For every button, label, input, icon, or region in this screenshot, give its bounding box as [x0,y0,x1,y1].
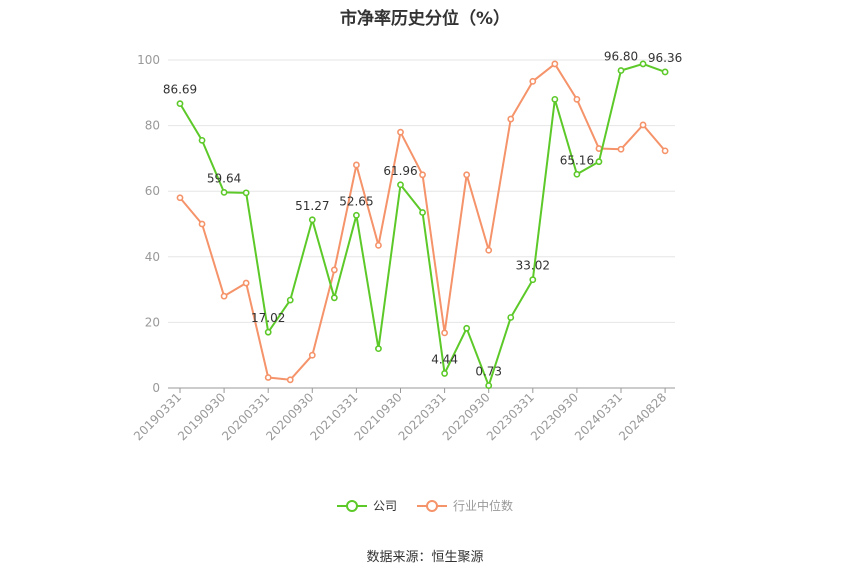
company-data-point[interactable] [220,188,228,196]
company-data-point[interactable] [551,95,559,103]
gridlines [168,59,675,323]
industry-data-point[interactable] [176,194,184,202]
company-data-point[interactable] [507,314,515,321]
industry-data-point[interactable] [485,246,493,254]
y-tick-label: 40 [145,250,160,264]
industry-data-point[interactable] [330,266,338,274]
y-tick-label: 60 [145,184,160,198]
axes: 0204060801002019033120190930202003312020… [131,53,675,443]
y-tick-label: 80 [145,119,160,133]
data-label: 17.02 [251,311,285,325]
company-data-point[interactable] [639,60,647,68]
industry-data-point[interactable] [375,241,382,249]
industry-data-point[interactable] [397,128,404,136]
series-lines [176,60,669,390]
company-line-marker-icon [336,499,367,512]
company-series-line [179,62,666,387]
industry-series-line [179,62,666,381]
company-data-point[interactable] [176,100,184,108]
x-tick-label: 20240828 [616,390,669,443]
company-data-point[interactable] [308,216,316,224]
company-data-point[interactable] [463,324,471,332]
chart-title: 市净率历史分位（%） [339,9,511,29]
industry-data-point[interactable] [661,147,669,155]
data-labels: 86.69 59.64 17.02 51.27 52.65 61.96 4.44 0.73 33… [163,49,682,378]
company-data-point[interactable] [286,296,294,304]
y-tick-label: 20 [145,315,160,329]
industry-data-point[interactable] [352,161,360,169]
company-data-point[interactable] [330,294,338,302]
company-data-point[interactable] [529,276,537,284]
company-data-point[interactable] [375,345,382,353]
company-data-point[interactable] [617,67,625,74]
y-tick-label: 100 [137,53,160,67]
company-data-point[interactable] [441,370,448,377]
industry-data-point[interactable] [551,60,559,68]
company-data-point[interactable] [485,382,493,390]
company-data-point[interactable] [264,328,272,336]
legend-label-company: 公司 [372,499,397,513]
company-data-point[interactable] [573,170,581,178]
legend-item-industry[interactable]: 行业中位数 [417,497,513,514]
industry-data-point[interactable] [308,351,316,359]
source-note: 数据来源：恒生聚源 [366,550,484,565]
industry-data-point[interactable] [507,115,515,123]
company-data-point[interactable] [419,209,426,216]
industry-data-point[interactable] [441,329,448,337]
industry-data-point[interactable] [264,374,272,381]
company-data-point[interactable] [198,136,206,144]
data-label: 61.96 [383,164,417,178]
company-data-point[interactable] [397,181,404,189]
data-label: 86.69 [163,83,197,97]
legend-item-company[interactable]: 公司 [336,497,397,514]
industry-data-point[interactable] [463,171,471,179]
y-tick-label: 0 [152,381,160,395]
data-label: 51.27 [295,199,329,213]
industry-data-point[interactable] [242,279,250,287]
data-label: 0.73 [475,365,502,379]
industry-data-point[interactable] [639,121,647,129]
company-data-point[interactable] [595,158,603,166]
industry-data-point[interactable] [529,77,537,85]
data-label: 96.80 [604,49,638,63]
industry-data-point[interactable] [419,171,426,179]
industry-data-point[interactable] [220,292,228,300]
legend: 公司 行业中位数 [0,497,850,514]
company-data-point[interactable] [242,189,250,197]
industry-data-point[interactable] [198,220,206,228]
company-data-point[interactable] [352,211,360,219]
company-data-point[interactable] [661,68,669,76]
industry-line-marker-icon [417,499,447,512]
data-label: 33.02 [516,259,550,273]
industry-data-point[interactable] [286,376,294,384]
industry-data-point[interactable] [617,145,625,153]
industry-data-point[interactable] [573,95,581,103]
data-label: 4.44 [431,352,458,366]
data-label: 52.65 [339,194,373,208]
data-label: 96.36 [648,51,682,65]
data-label: 59.64 [207,171,241,185]
data-label: 65.16 [560,153,594,167]
legend-label-industry: 行业中位数 [453,499,514,513]
